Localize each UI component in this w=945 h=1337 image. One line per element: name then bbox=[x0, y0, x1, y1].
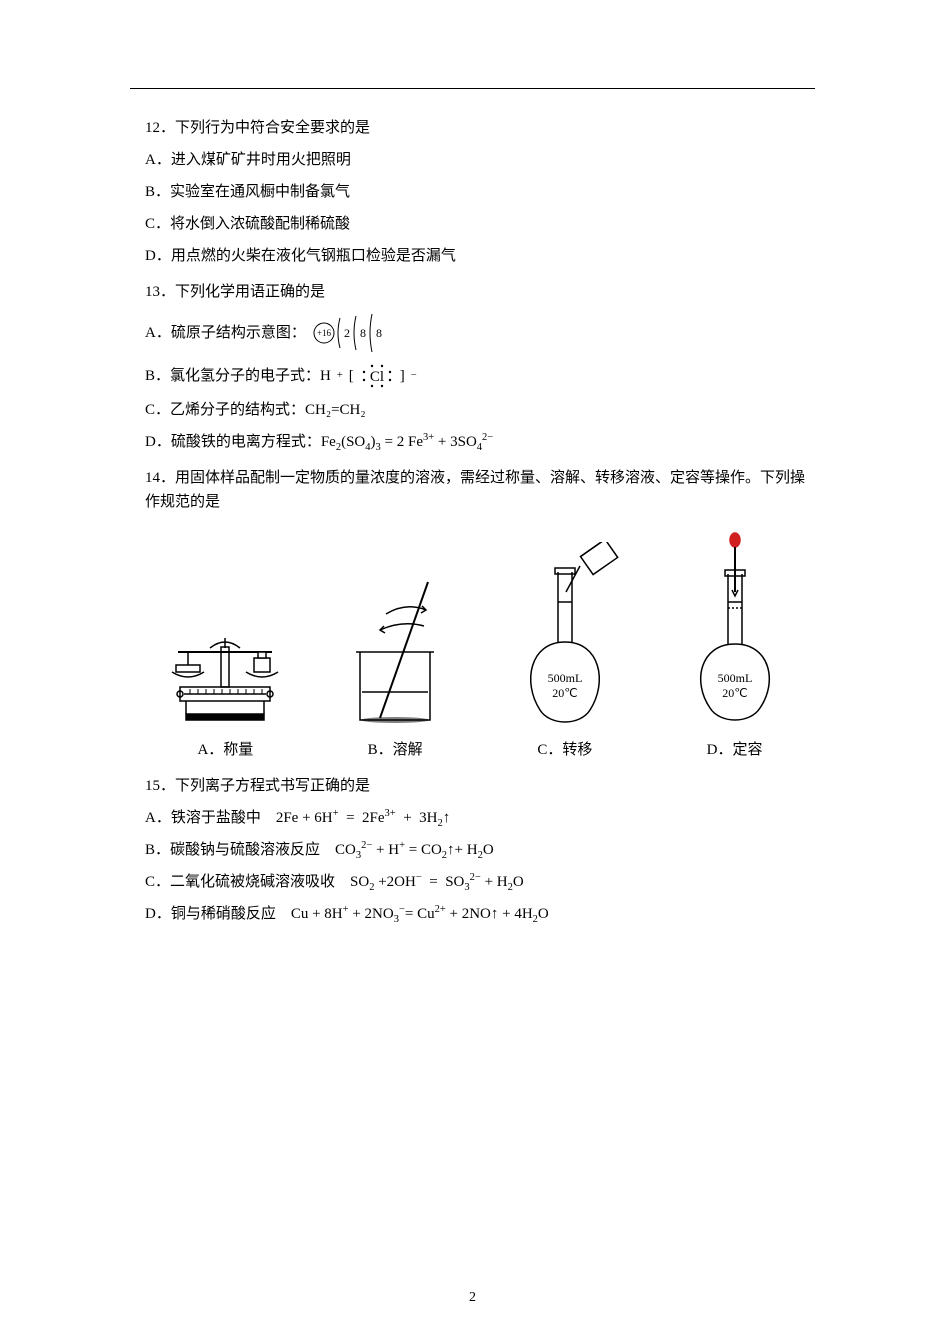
q14-fig-a-caption: A．称量 bbox=[197, 738, 253, 762]
flask-c-temp: 20℃ bbox=[552, 686, 577, 700]
atom-shell-1: 2 bbox=[344, 326, 350, 340]
q13-option-d: D．硫酸铁的电离方程式：Fe2(SO4)3 = 2 Fe3+ + 3SO42− bbox=[145, 430, 815, 454]
q15-d-prefix: D．铜与稀硝酸反应 bbox=[145, 906, 291, 922]
q15-d-formula: Cu + 8H+ + 2NO3−= Cu2+ + 2NO↑ + 4H2O bbox=[291, 906, 549, 922]
q15-option-b: B．碳酸钠与硫酸溶液反应 CO32− + H+ = CO2↑+ H2O bbox=[145, 838, 815, 862]
q14-fig-a: A．称量 bbox=[145, 592, 306, 762]
q13-d-prefix: D．硫酸铁的电离方程式： bbox=[145, 434, 321, 450]
page-number: 2 bbox=[0, 1287, 945, 1309]
q13-option-b: B．氯化氢分子的电子式：H+ [ Cl ]− bbox=[145, 362, 815, 390]
q13-c-formula: CH₂=CH₂ bbox=[305, 402, 366, 418]
q15-b-prefix: B．碳酸钠与硫酸溶液反应 bbox=[145, 842, 335, 858]
q15-option-a: A．铁溶于盐酸中 2Fe + 6H+ = 2Fe3+ + 3H2↑ bbox=[145, 806, 815, 830]
flask-c-vol: 500mL bbox=[548, 671, 583, 685]
q14-fig-c-caption: C．转移 bbox=[537, 738, 592, 762]
page-container: 12．下列行为中符合安全要求的是 A．进入煤矿矿井时用火把照明 B．实验室在通风… bbox=[0, 0, 945, 1337]
q15-stem: 15．下列离子方程式书写正确的是 bbox=[145, 774, 815, 798]
q12-option-b: B．实验室在通风橱中制备氯气 bbox=[145, 180, 815, 204]
q15-option-c: C．二氧化硫被烧碱溶液吸收 SO2 +2OH− = SO32− + H2O bbox=[145, 870, 815, 894]
q14-fig-b: B．溶解 bbox=[315, 572, 476, 762]
q15-c-prefix: C．二氧化硫被烧碱溶液吸收 bbox=[145, 874, 350, 890]
question-12: 12．下列行为中符合安全要求的是 A．进入煤矿矿井时用火把照明 B．实验室在通风… bbox=[145, 116, 815, 268]
flask-d-temp: 20℃ bbox=[722, 686, 747, 700]
q13-a-prefix: A．硫原子结构示意图： bbox=[145, 321, 306, 345]
top-divider bbox=[130, 88, 815, 89]
q13-b-prefix: B．氯化氢分子的电子式：H bbox=[145, 364, 331, 388]
beaker-stir-icon bbox=[330, 572, 460, 732]
q14-fig-c: 500mL 20℃ C．转移 bbox=[484, 542, 645, 762]
atom-nucleus-label: +16 bbox=[317, 328, 332, 338]
q14-fig-d: 500mL 20℃ D．定容 bbox=[654, 532, 815, 762]
q14-figure-row: A．称量 bbox=[145, 532, 815, 762]
q14-fig-d-caption: D．定容 bbox=[707, 738, 763, 762]
q13-b-close: ] bbox=[400, 364, 405, 388]
flask-d-vol: 500mL bbox=[717, 671, 752, 685]
q13-stem: 13．下列化学用语正确的是 bbox=[145, 280, 815, 304]
q12-option-a: A．进入煤矿矿井时用火把照明 bbox=[145, 148, 815, 172]
balance-icon bbox=[150, 592, 300, 732]
question-15: 15．下列离子方程式书写正确的是 A．铁溶于盐酸中 2Fe + 6H+ = 2F… bbox=[145, 774, 815, 926]
atom-shell-2: 8 bbox=[360, 326, 366, 340]
q12-option-c: C．将水倒入浓硫酸配制稀硫酸 bbox=[145, 212, 815, 236]
q13-option-c: C．乙烯分子的结构式：CH₂=CH₂ bbox=[145, 398, 815, 422]
question-13: 13．下列化学用语正确的是 A．硫原子结构示意图： +16 2 8 8 B．氯化… bbox=[145, 280, 815, 454]
q15-b-formula: CO32− + H+ = CO2↑+ H2O bbox=[335, 842, 494, 858]
q13-c-prefix: C．乙烯分子的结构式： bbox=[145, 402, 305, 418]
atom-shell-3: 8 bbox=[376, 326, 382, 340]
q13-option-a: A．硫原子结构示意图： +16 2 8 8 bbox=[145, 312, 815, 354]
question-14: 14．用固体样品配制一定物质的量浓度的溶液，需经过称量、溶解、转移溶液、定容等操… bbox=[145, 466, 815, 762]
lewis-cl-text: Cl bbox=[370, 369, 384, 385]
q14-fig-b-caption: B．溶解 bbox=[368, 738, 423, 762]
q14-stem: 14．用固体样品配制一定物质的量浓度的溶液，需经过称量、溶解、转移溶液、定容等操… bbox=[145, 466, 815, 514]
volumetric-flask-transfer-icon: 500mL 20℃ bbox=[500, 542, 630, 732]
q13-b-open: [ bbox=[349, 364, 354, 388]
q15-a-prefix: A．铁溶于盐酸中 bbox=[145, 810, 276, 826]
q15-c-formula: SO2 +2OH− = SO32− + H2O bbox=[350, 874, 524, 890]
q13-d-formula: Fe2(SO4)3 = 2 Fe3+ + 3SO42− bbox=[321, 434, 493, 450]
q12-option-d: D．用点燃的火柴在液化气钢瓶口检验是否漏气 bbox=[145, 244, 815, 268]
volumetric-flask-dropper-icon: 500mL 20℃ bbox=[670, 532, 800, 732]
q15-a-formula: 2Fe + 6H+ = 2Fe3+ + 3H2↑ bbox=[276, 810, 450, 826]
lewis-cl-icon: Cl bbox=[360, 362, 394, 390]
atom-structure-icon: +16 2 8 8 bbox=[312, 312, 392, 354]
q12-stem: 12．下列行为中符合安全要求的是 bbox=[145, 116, 815, 140]
q15-option-d: D．铜与稀硝酸反应 Cu + 8H+ + 2NO3−= Cu2+ + 2NO↑ … bbox=[145, 902, 815, 926]
content-region: 12．下列行为中符合安全要求的是 A．进入煤矿矿井时用火把照明 B．实验室在通风… bbox=[145, 116, 815, 926]
